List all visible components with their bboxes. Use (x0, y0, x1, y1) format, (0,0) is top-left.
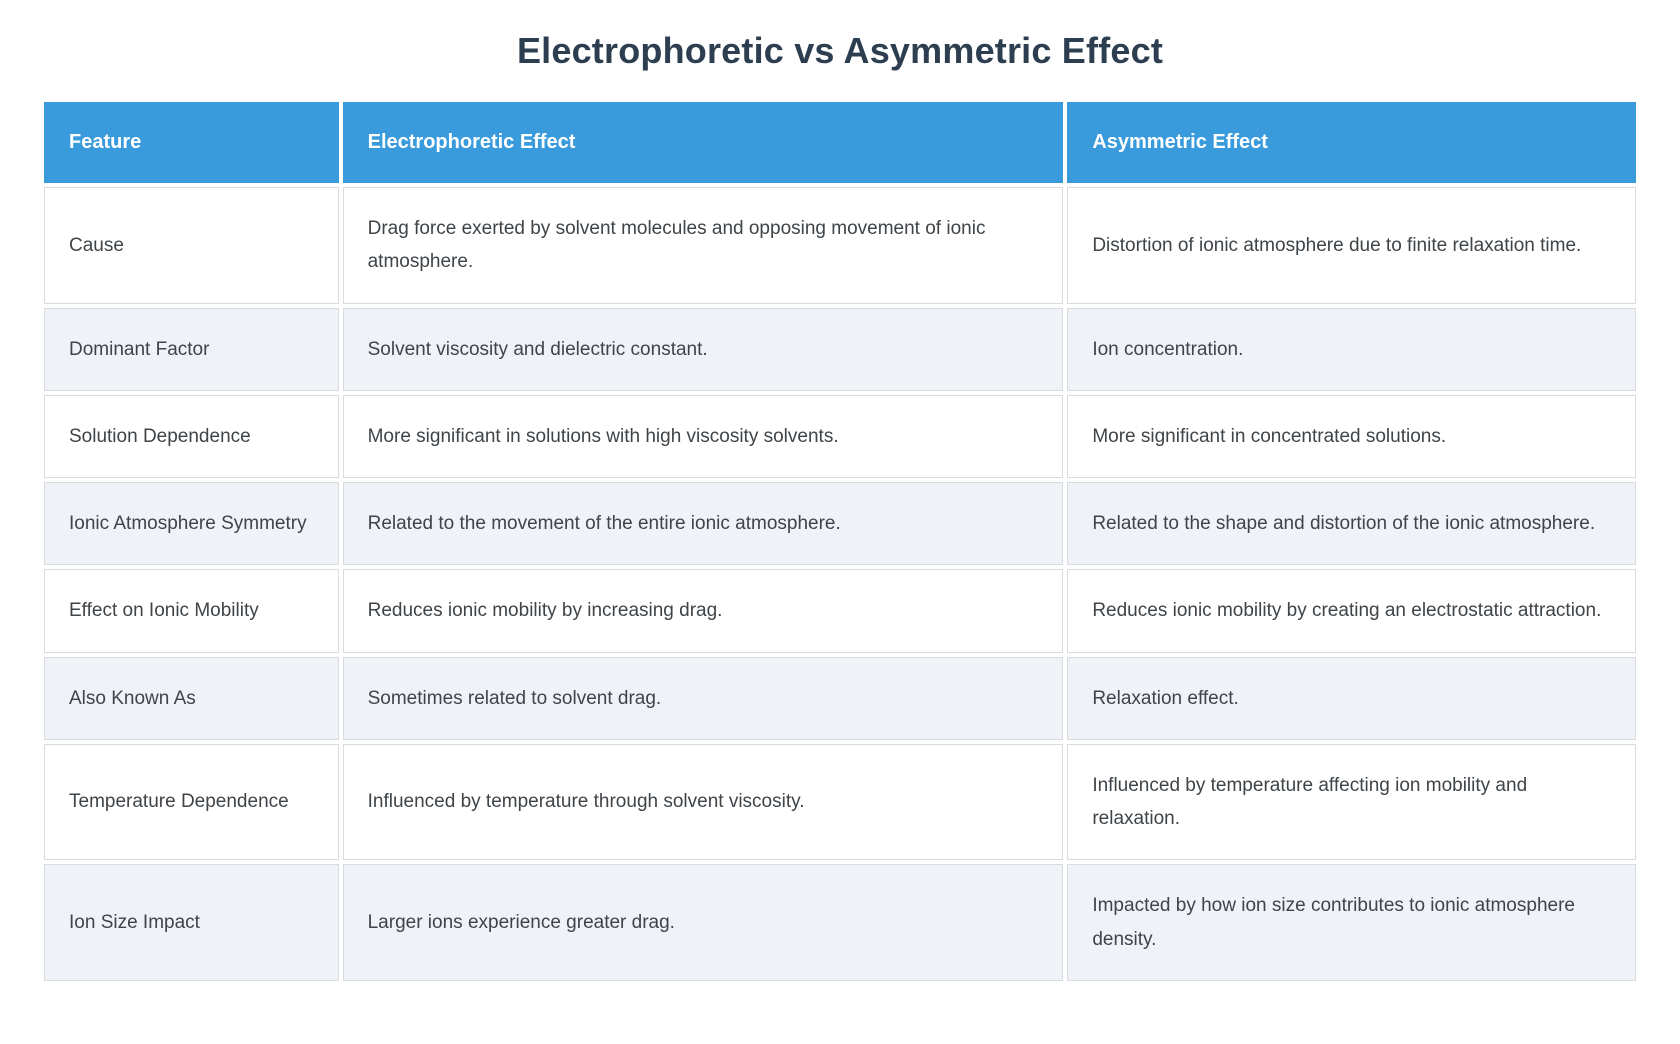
table-row: Ionic Atmosphere Symmetry Related to the… (44, 482, 1636, 566)
feature-cell: Dominant Factor (44, 307, 339, 391)
electrophoretic-cell: Drag force exerted by solvent molecules … (342, 187, 1064, 304)
table-row: Solution Dependence More significant in … (44, 394, 1636, 478)
comparison-table: Feature Electrophoretic Effect Asymmetri… (40, 98, 1640, 985)
asymmetric-cell: Distortion of ionic atmosphere due to fi… (1067, 187, 1636, 304)
asymmetric-cell: Reduces ionic mobility by creating an el… (1067, 569, 1636, 653)
asymmetric-cell: Influenced by temperature affecting ion … (1067, 743, 1636, 861)
feature-cell: Also Known As (44, 656, 339, 740)
electrophoretic-cell: Related to the movement of the entire io… (342, 482, 1064, 566)
electrophoretic-cell: Solvent viscosity and dielectric constan… (342, 307, 1064, 391)
feature-cell: Effect on Ionic Mobility (44, 569, 339, 653)
table-row: Ion Size Impact Larger ions experience g… (44, 864, 1636, 981)
feature-cell: Solution Dependence (44, 394, 339, 478)
electrophoretic-cell: Larger ions experience greater drag. (342, 864, 1064, 981)
asymmetric-cell: More significant in concentrated solutio… (1067, 394, 1636, 478)
column-header-electrophoretic-effect: Electrophoretic Effect (342, 102, 1064, 183)
electrophoretic-cell: More significant in solutions with high … (342, 394, 1064, 478)
feature-cell: Ion Size Impact (44, 864, 339, 981)
table-row: Dominant Factor Solvent viscosity and di… (44, 307, 1636, 391)
page-title: Electrophoretic vs Asymmetric Effect (516, 30, 1164, 71)
asymmetric-cell: Related to the shape and distortion of t… (1067, 482, 1636, 566)
column-header-asymmetric-effect: Asymmetric Effect (1067, 102, 1636, 183)
table-header-row: Feature Electrophoretic Effect Asymmetri… (44, 102, 1636, 183)
asymmetric-cell: Impacted by how ion size contributes to … (1067, 864, 1636, 981)
table-row: Also Known As Sometimes related to solve… (44, 656, 1636, 740)
table-row: Temperature Dependence Influenced by tem… (44, 743, 1636, 861)
table-row: Effect on Ionic Mobility Reduces ionic m… (44, 569, 1636, 653)
asymmetric-cell: Relaxation effect. (1067, 656, 1636, 740)
feature-cell: Ionic Atmosphere Symmetry (44, 482, 339, 566)
feature-cell: Cause (44, 187, 339, 304)
electrophoretic-cell: Sometimes related to solvent drag. (342, 656, 1064, 740)
feature-cell: Temperature Dependence (44, 743, 339, 861)
column-header-feature: Feature (44, 102, 339, 183)
table-body: Cause Drag force exerted by solvent mole… (44, 187, 1636, 981)
electrophoretic-cell: Reduces ionic mobility by increasing dra… (342, 569, 1064, 653)
table-row: Cause Drag force exerted by solvent mole… (44, 187, 1636, 304)
asymmetric-cell: Ion concentration. (1067, 307, 1636, 391)
electrophoretic-cell: Influenced by temperature through solven… (342, 743, 1064, 861)
